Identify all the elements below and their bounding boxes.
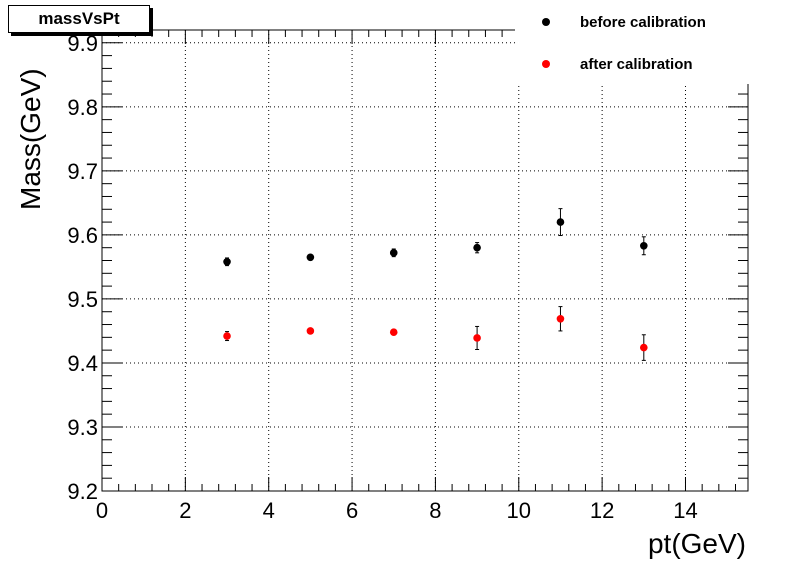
y-tick-label: 9.2 xyxy=(67,479,98,504)
tick-labels: 0 2 4 6 8 10 12 14 9.2 9.3 9.4 9.5 9.6 9.7 9.8 9.9 xyxy=(67,31,697,523)
data-point-before xyxy=(473,243,481,252)
x-tick-label: 12 xyxy=(590,498,614,523)
data-point-after xyxy=(556,314,565,323)
chart-title: massVsPt xyxy=(8,5,150,33)
data-points xyxy=(223,208,648,361)
y-tick-label: 9.5 xyxy=(67,287,98,312)
legend-marker-after xyxy=(542,60,550,68)
x-tick-label: 0 xyxy=(96,498,108,523)
x-tick-label: 14 xyxy=(673,498,697,523)
data-point-before xyxy=(556,218,565,226)
legend-item-before: before calibration xyxy=(515,12,706,32)
axis-ticks xyxy=(101,29,748,492)
y-tick-label: 9.4 xyxy=(67,351,98,376)
x-axis-label: pt(GeV) xyxy=(648,528,746,559)
data-point-after xyxy=(306,327,315,335)
data-point-after xyxy=(223,332,231,340)
data-point-before xyxy=(389,249,398,257)
data-point-after xyxy=(473,334,481,342)
plot-frame xyxy=(101,29,749,492)
x-tick-label: 8 xyxy=(429,498,441,523)
data-point-after xyxy=(389,328,398,337)
x-tick-label: 4 xyxy=(263,498,275,523)
x-tick-label: 2 xyxy=(179,498,191,523)
y-tick-label: 9.6 xyxy=(67,223,98,248)
y-tick-label: 9.8 xyxy=(67,95,98,120)
x-tick-label: 10 xyxy=(507,498,531,523)
legend-item-after: after calibration xyxy=(515,54,693,74)
grid xyxy=(102,30,748,491)
y-tick-label: 9.3 xyxy=(67,415,98,440)
data-point-after xyxy=(640,343,648,352)
data-point-before xyxy=(640,241,648,250)
x-tick-label: 6 xyxy=(346,498,358,523)
legend-label-before: before calibration xyxy=(580,13,706,31)
data-point-before xyxy=(306,253,315,262)
y-tick-label: 9.9 xyxy=(67,31,98,56)
y-tick-label: 9.7 xyxy=(67,159,98,184)
legend-label-after: after calibration xyxy=(580,55,693,73)
y-axis-label: Mass(GeV) xyxy=(15,68,46,210)
data-point-before xyxy=(223,257,231,266)
legend: before calibration after calibration xyxy=(515,4,780,84)
legend-marker-before xyxy=(542,18,550,26)
